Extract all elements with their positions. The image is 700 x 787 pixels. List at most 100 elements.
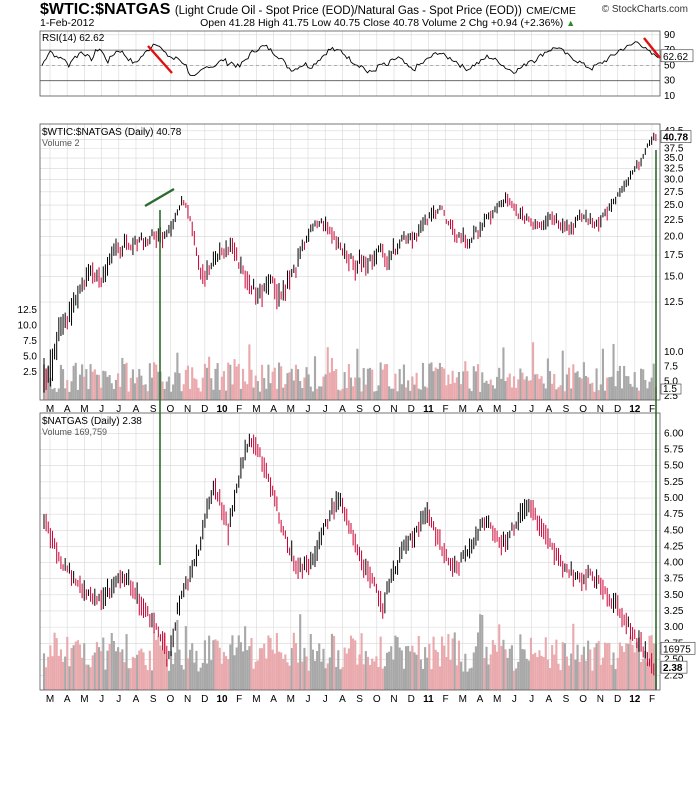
- gas-volume-bar: [512, 670, 516, 690]
- gas-volume-bar: [271, 649, 274, 690]
- gas-volume-bar: [623, 651, 626, 690]
- gas-volume-bar: [349, 635, 353, 690]
- month-tick-label: A: [270, 694, 277, 705]
- gas-volume-bar: [534, 652, 537, 690]
- gas-volume-bar: [89, 667, 92, 690]
- gas-volume-bar: [337, 650, 340, 690]
- price-volume-bar: [472, 366, 475, 400]
- gas-volume-bar: [640, 661, 643, 690]
- gas-volume-bar: [97, 647, 101, 690]
- gas-volume-bar: [383, 666, 386, 690]
- gas-volume-bar: [460, 661, 463, 690]
- gas-volume-bar: [66, 636, 69, 690]
- month-tick-label: D: [408, 694, 415, 705]
- price-volume-bar: [127, 391, 130, 400]
- price-volume-bar: [440, 366, 444, 400]
- gas-volume-bar: [356, 664, 359, 690]
- price-volume-bar: [648, 381, 651, 400]
- gas-volume-bar: [510, 645, 513, 690]
- gas-volume-bar: [398, 647, 401, 690]
- chart-title-row: $WTIC:$NATGAS (Light Crude Oil - Spot Pr…: [40, 1, 680, 19]
- gas-volume-bar: [227, 659, 230, 690]
- gas-volume-bar: [68, 666, 71, 690]
- gas-volume-bar: [301, 661, 304, 690]
- gas-volume-bar: [250, 637, 253, 690]
- gas-volume-bar: [599, 664, 602, 690]
- price-volume-bar: [438, 362, 441, 400]
- price-volume-bar: [385, 363, 389, 400]
- price-volume-bar: [436, 368, 439, 400]
- price-volume-bar: [371, 369, 374, 400]
- price-volume-bar: [510, 387, 513, 400]
- price-volume-bar: [165, 381, 168, 400]
- gas-volume-bar: [339, 669, 342, 690]
- price-volume-bar: [250, 369, 253, 400]
- price-volume-bar: [625, 376, 628, 400]
- gas-volume-bar: [381, 668, 384, 690]
- month-tick-label: S: [356, 404, 363, 415]
- price-volume-bar: [498, 367, 501, 400]
- price-volume-bar: [258, 391, 262, 400]
- rsi-tick-label: 90: [664, 30, 676, 41]
- gas-volume-bar: [237, 635, 240, 690]
- month-tick-label: A: [477, 694, 484, 705]
- price-volume-bar: [225, 390, 228, 400]
- price-volume-bar: [512, 376, 516, 400]
- price-volume-bar: [129, 377, 132, 400]
- price-volume-bar: [59, 364, 62, 400]
- price-volume-bar: [349, 377, 353, 400]
- gas-volume-bar: [371, 658, 374, 690]
- gas-volume-bar: [620, 646, 624, 690]
- price-volume-bar: [191, 367, 194, 400]
- price-volume-bar: [620, 388, 624, 400]
- price-volume-bar: [470, 391, 473, 400]
- price-volume-bar: [330, 357, 334, 400]
- gas-volume-bar: [451, 638, 454, 690]
- month-tick-label: O: [579, 404, 587, 415]
- gas-volume-bar: [502, 639, 505, 690]
- gas-volume-bar: [548, 667, 552, 690]
- price-volume-bar: [445, 385, 448, 400]
- price-volume-bar: [479, 391, 482, 400]
- gas-volume-bar: [606, 643, 609, 690]
- gas-volume-bar: [294, 643, 298, 690]
- gas-volume-bar: [267, 635, 270, 690]
- volume-bars: [42, 342, 657, 690]
- price-last-value: 40.78: [663, 133, 688, 144]
- price-volume-bar: [375, 390, 378, 400]
- price-volume-bar: [457, 371, 461, 400]
- gas-volume-bar: [388, 651, 391, 690]
- price-volume-bar: [597, 390, 600, 400]
- gas-volume-bar: [148, 650, 151, 690]
- price-volume-bar: [481, 372, 484, 400]
- gas-volume-bar: [635, 642, 638, 690]
- gas-volume-bar: [70, 647, 73, 690]
- price-volume-bar: [269, 383, 272, 400]
- gas-volume-bar: [474, 646, 477, 690]
- price-volume-bar: [123, 364, 126, 400]
- gas-volume-bar: [248, 646, 251, 690]
- month-tick-label: D: [201, 404, 208, 415]
- quote-change: Chg +0.94 (+2.36%): [468, 17, 564, 29]
- price-volume-bar: [195, 379, 198, 400]
- gas-volume-bar: [445, 656, 448, 690]
- month-tick-label: S: [563, 694, 570, 705]
- gas-volume-bar: [419, 659, 422, 690]
- gas-volume-bar: [235, 647, 238, 690]
- month-tick-label: 12: [629, 404, 641, 415]
- price-volume-bar: [593, 391, 596, 400]
- gas-volume-bar: [417, 636, 420, 690]
- gas-volume-bar: [593, 647, 596, 690]
- gas-volume-bar: [254, 661, 257, 690]
- gas-volume-bar: [390, 646, 393, 690]
- gas-volume-bar: [131, 656, 134, 690]
- price-volume-bar: [589, 383, 592, 400]
- panel-frame-rsi: [39, 30, 661, 97]
- price-volume-bar: [487, 383, 490, 400]
- gas-volume-bar: [616, 657, 619, 690]
- price-volume-bar: [523, 379, 526, 400]
- gas-volume-bar: [123, 662, 126, 690]
- price-volume-bar: [404, 387, 408, 400]
- price-volume-bar: [502, 347, 505, 400]
